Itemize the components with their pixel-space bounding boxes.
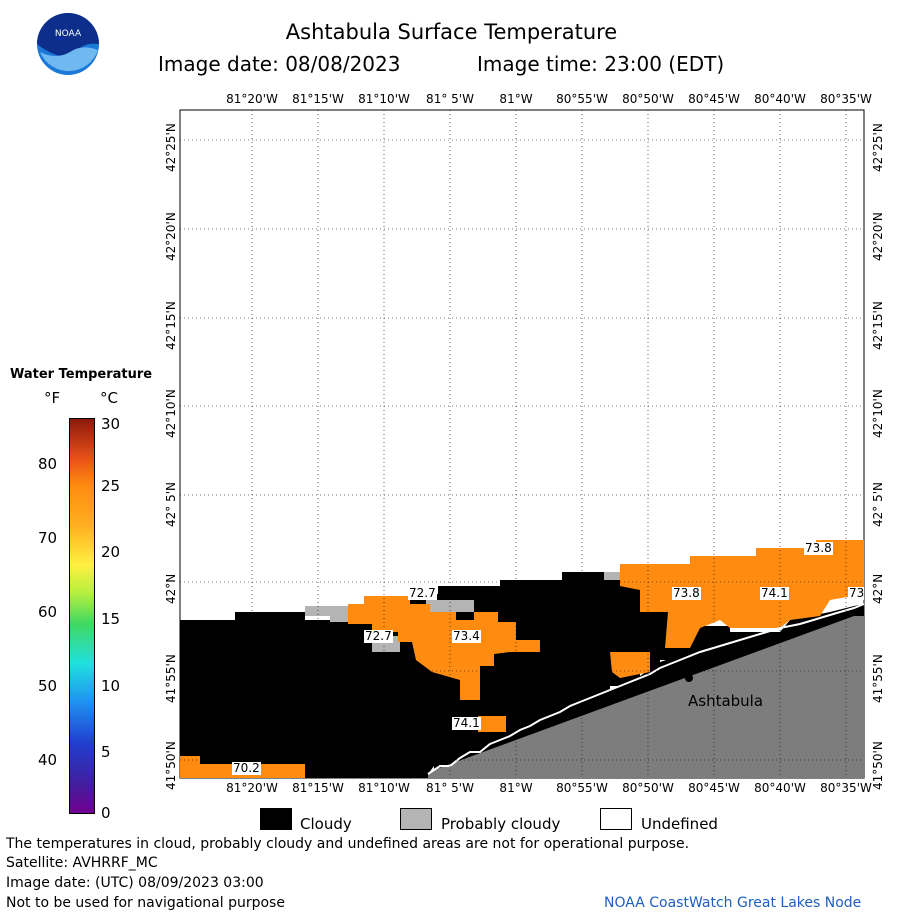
cloud-cover [180, 572, 864, 778]
c-tick: 5 [101, 743, 111, 761]
lon-label-top: 81° 5'W [426, 92, 474, 106]
f-tick: 60 [38, 603, 58, 621]
lon-label-bottom: 81°20'W [226, 781, 278, 795]
f-tick: 50 [38, 677, 58, 695]
lat-label-right: 42°10'N [871, 389, 885, 438]
image-date: Image date: 08/08/2023 [158, 52, 401, 76]
svg-text:NOAA: NOAA [55, 29, 82, 39]
city-marker [685, 674, 693, 682]
lon-label-top: 80°55'W [556, 92, 608, 106]
utc-date: Image date: (UTC) 08/09/2023 03:00 [6, 875, 264, 891]
lon-label-bottom: 81° 5'W [426, 781, 474, 795]
city-label: Ashtabula [688, 692, 764, 710]
lat-label-left: 42°20'N [164, 212, 178, 261]
legend-title: Water Temperature [10, 367, 153, 382]
f-tick: 80 [38, 455, 58, 473]
image-time: Image time: 23:00 (EDT) [477, 52, 725, 76]
land-area [428, 612, 864, 778]
c-tick: 20 [101, 543, 121, 561]
temperature-label: 74.1 [760, 586, 789, 600]
lat-label-right: 42°25'N [871, 123, 885, 172]
probably-cloudy-swatch [400, 808, 432, 830]
cloudy-label: Cloudy [300, 815, 352, 833]
temperature-label: 70.2 [232, 761, 261, 775]
lon-label-bottom: 80°50'W [622, 781, 674, 795]
lon-label-top: 81°20'W [226, 92, 278, 106]
lon-label-bottom: 81°W [499, 781, 533, 795]
lon-label-bottom: 80°55'W [556, 781, 608, 795]
temperature-label: 73.4 [452, 629, 481, 643]
lon-label-top: 80°40'W [754, 92, 806, 106]
lon-label-bottom: 80°35'W [820, 781, 872, 795]
lat-label-right: 41°50'N [871, 741, 885, 790]
cloudy-swatch [260, 808, 292, 830]
lon-label-top: 81°W [499, 92, 533, 106]
lat-label-right: 41°55'N [871, 654, 885, 703]
lon-label-bottom: 81°10'W [358, 781, 410, 795]
lon-label-top: 80°45'W [688, 92, 740, 106]
f-tick: 70 [38, 529, 58, 547]
temperature-label: 73.8 [804, 541, 833, 555]
lat-label-left: 42°N [164, 573, 178, 604]
legend-unit-c: °C [100, 389, 118, 407]
lat-label-left: 42°15'N [164, 301, 178, 350]
map-title: Ashtabula Surface Temperature [285, 20, 618, 44]
shoreline [427, 603, 865, 775]
lon-label-bottom: 81°15'W [292, 781, 344, 795]
credit-text: NOAA CoastWatch Great Lakes Node [604, 895, 862, 911]
lat-label-left: 41°55'N [164, 654, 178, 703]
c-tick: 30 [101, 415, 121, 433]
nav-warning: Not to be used for navigational purpose [6, 895, 285, 911]
c-tick: 25 [101, 477, 121, 495]
lon-label-bottom: 80°40'W [754, 781, 806, 795]
f-tick: 40 [38, 751, 58, 769]
satellite-info: Satellite: AVHRRF_MC [6, 855, 158, 871]
c-tick: 15 [101, 610, 121, 628]
lat-label-left: 42° 5'N [164, 482, 178, 527]
warm-water-area [180, 540, 864, 778]
c-tick: 10 [101, 677, 121, 695]
temperature-label: 73.8 [672, 586, 701, 600]
lat-label-left: 41°50'N [164, 741, 178, 790]
undefined-label: Undefined [641, 815, 718, 833]
temperature-label: 74.1 [452, 716, 481, 730]
lat-label-left: 42°25'N [164, 123, 178, 172]
temperature-label: 72.7 [364, 629, 393, 643]
lon-label-top: 81°10'W [358, 92, 410, 106]
lat-label-right: 42°15'N [871, 301, 885, 350]
disclaimer-note: The temperatures in cloud, probably clou… [6, 836, 690, 852]
c-tick: 0 [101, 804, 111, 822]
lat-label-right: 42°N [871, 573, 885, 604]
lat-label-right: 42° 5'N [871, 482, 885, 527]
noaa-logo: NOAA [36, 12, 100, 76]
color-bar [69, 418, 95, 814]
lon-label-top: 80°35'W [820, 92, 872, 106]
undefined-swatch [600, 808, 632, 830]
graticule [180, 110, 864, 778]
temperature-label: 73 [848, 587, 864, 600]
lon-label-top: 81°15'W [292, 92, 344, 106]
legend-unit-f: °F [44, 389, 61, 407]
lon-label-bottom: 80°45'W [688, 781, 740, 795]
temperature-label: 72.7 [408, 586, 437, 600]
lon-label-top: 80°50'W [622, 92, 674, 106]
lat-label-left: 42°10'N [164, 389, 178, 438]
lat-label-right: 42°20'N [871, 212, 885, 261]
probably-cloudy-label: Probably cloudy [441, 815, 561, 833]
